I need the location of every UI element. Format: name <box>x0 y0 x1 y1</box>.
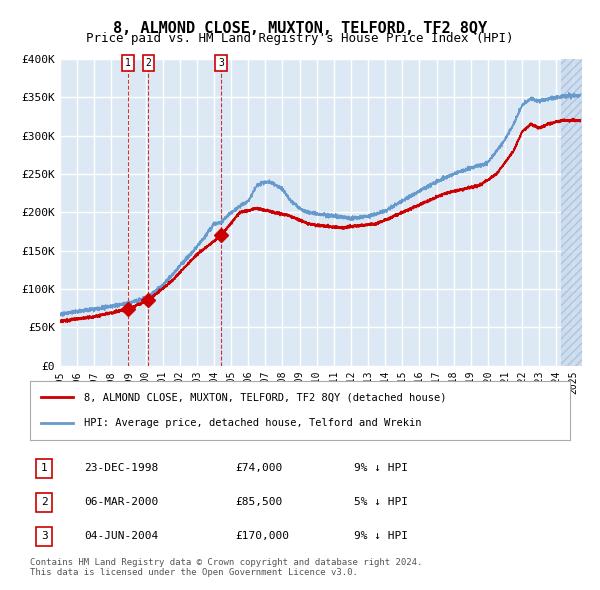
Text: 1: 1 <box>125 58 131 68</box>
Text: £85,500: £85,500 <box>235 497 283 507</box>
Text: 1: 1 <box>41 463 47 473</box>
Text: 5% ↓ HPI: 5% ↓ HPI <box>354 497 408 507</box>
Text: 3: 3 <box>218 58 224 68</box>
Text: 2: 2 <box>146 58 151 68</box>
Text: 2: 2 <box>41 497 47 507</box>
Text: £74,000: £74,000 <box>235 463 283 473</box>
Text: Price paid vs. HM Land Registry's House Price Index (HPI): Price paid vs. HM Land Registry's House … <box>86 32 514 45</box>
Text: 06-MAR-2000: 06-MAR-2000 <box>84 497 158 507</box>
Text: £170,000: £170,000 <box>235 532 289 541</box>
Text: 04-JUN-2004: 04-JUN-2004 <box>84 532 158 541</box>
Text: 9% ↓ HPI: 9% ↓ HPI <box>354 532 408 541</box>
Text: 8, ALMOND CLOSE, MUXTON, TELFORD, TF2 8QY: 8, ALMOND CLOSE, MUXTON, TELFORD, TF2 8Q… <box>113 21 487 35</box>
Text: 9% ↓ HPI: 9% ↓ HPI <box>354 463 408 473</box>
Bar <box>562 59 582 366</box>
Text: Contains HM Land Registry data © Crown copyright and database right 2024.
This d: Contains HM Land Registry data © Crown c… <box>30 558 422 577</box>
Text: HPI: Average price, detached house, Telford and Wrekin: HPI: Average price, detached house, Telf… <box>84 418 421 428</box>
Text: 23-DEC-1998: 23-DEC-1998 <box>84 463 158 473</box>
Text: 3: 3 <box>41 532 47 541</box>
Text: 8, ALMOND CLOSE, MUXTON, TELFORD, TF2 8QY (detached house): 8, ALMOND CLOSE, MUXTON, TELFORD, TF2 8Q… <box>84 392 446 402</box>
